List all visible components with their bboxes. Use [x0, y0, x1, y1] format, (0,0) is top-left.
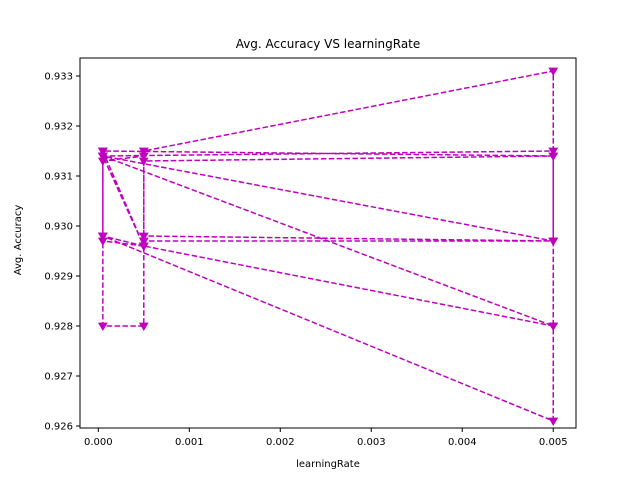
x-tick-label: 0.004 [448, 437, 477, 448]
plot-area [97, 67, 559, 426]
data-point-marker [138, 232, 149, 241]
y-tick-label: 0.926 [44, 422, 73, 433]
x-tick-label: 0.005 [539, 437, 568, 448]
data-point-marker [548, 237, 559, 246]
y-tick-label: 0.933 [44, 72, 73, 83]
data-point-marker [97, 147, 108, 156]
x-axis-ticks: 0.000 0.001 0.002 0.003 0.004 0.005 [84, 428, 568, 448]
y-tick-label: 0.927 [44, 372, 73, 383]
data-point-marker [138, 322, 149, 331]
chart-title: Avg. Accuracy VS learningRate [236, 37, 421, 51]
data-point-marker [548, 147, 559, 156]
data-point-marker [97, 322, 108, 331]
x-tick-label: 0.000 [84, 437, 113, 448]
y-tick-label: 0.930 [44, 222, 73, 233]
data-point-marker [548, 322, 559, 331]
x-tick-label: 0.003 [357, 437, 386, 448]
y-axis-label: Avg. Accuracy [13, 205, 24, 276]
y-tick-label: 0.928 [44, 322, 73, 333]
y-tick-label: 0.932 [44, 122, 73, 133]
data-point-marker [138, 152, 149, 161]
axes-frame [79, 57, 577, 429]
data-point-marker [548, 152, 559, 161]
data-point-marker [97, 152, 108, 161]
data-point-marker [138, 147, 149, 156]
y-tick-label: 0.929 [44, 272, 73, 283]
data-point-marker [548, 67, 559, 76]
y-tick-label: 0.931 [44, 172, 73, 183]
data-point-marker [548, 417, 559, 426]
y-axis-ticks: 0.926 0.927 0.928 0.929 0.930 0.931 0.932 0.933 [44, 72, 80, 433]
data-point-marker [97, 232, 108, 241]
x-tick-label: 0.001 [175, 437, 204, 448]
data-point-marker [138, 242, 149, 251]
x-axis-label: learningRate [296, 459, 360, 470]
x-tick-label: 0.002 [266, 437, 295, 448]
